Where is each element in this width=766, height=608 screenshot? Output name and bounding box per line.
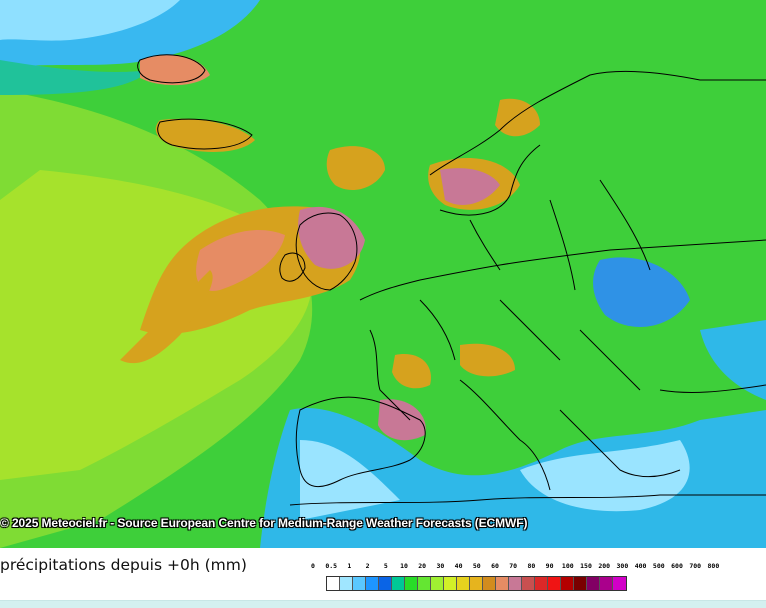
legend-swatch bbox=[418, 577, 431, 590]
field-east-med-cyan bbox=[520, 440, 690, 512]
legend-tick: 70 bbox=[509, 562, 518, 570]
field-iceland-north bbox=[140, 55, 210, 86]
legend-swatches bbox=[326, 576, 627, 591]
legend-swatch bbox=[327, 577, 340, 590]
legend-tick: 30 bbox=[436, 562, 445, 570]
legend-swatch bbox=[496, 577, 509, 590]
legend-tick: 50 bbox=[472, 562, 481, 570]
legend-tick: 700 bbox=[689, 562, 702, 570]
legend-tick: 800 bbox=[707, 562, 720, 570]
legend-swatch bbox=[483, 577, 496, 590]
legend-tick: 80 bbox=[527, 562, 536, 570]
field-iberia-cyan bbox=[300, 440, 400, 520]
field-faroe-orange bbox=[326, 146, 385, 190]
map-credit: © 2025 Meteociel.fr - Source European Ce… bbox=[0, 516, 528, 530]
map-canvas bbox=[0, 0, 766, 548]
legend-tick: 0 bbox=[311, 562, 315, 570]
field-med-blue bbox=[260, 408, 766, 548]
field-north-teal bbox=[0, 60, 150, 95]
legend-tick: 150 bbox=[580, 562, 592, 570]
precipitation-map: © 2025 Meteociel.fr - Source European Ce… bbox=[0, 0, 766, 548]
legend-swatch bbox=[613, 577, 626, 590]
legend-swatch bbox=[405, 577, 418, 590]
legend-ticks: 0 0.5 1 2 5 10 20 30 40 50 60 70 80 90 100 150 200 300 400… bbox=[303, 562, 763, 572]
legend-swatch bbox=[548, 577, 561, 590]
legend-swatch bbox=[392, 577, 405, 590]
legend-swatch bbox=[509, 577, 522, 590]
legend-swatch bbox=[431, 577, 444, 590]
legend-tick: 1 bbox=[347, 562, 352, 570]
legend-tick: 0.5 bbox=[325, 562, 338, 570]
legend-title: précipitations depuis +0h (mm) bbox=[0, 556, 247, 574]
legend-swatch bbox=[366, 577, 379, 590]
legend-tick: 10 bbox=[400, 562, 408, 570]
legend-tick: 40 bbox=[454, 562, 463, 570]
field-norway-pink bbox=[440, 168, 500, 205]
field-uk-salmon bbox=[196, 230, 285, 291]
legend-swatch bbox=[470, 577, 483, 590]
legend-swatch bbox=[379, 577, 392, 590]
coastlines bbox=[137, 54, 766, 506]
legend-swatch bbox=[353, 577, 366, 590]
field-atlantic-streak bbox=[120, 270, 213, 364]
field-iceland-orange bbox=[155, 118, 255, 152]
legend-tick: 90 bbox=[545, 562, 554, 570]
legend-tick: 20 bbox=[418, 562, 427, 570]
legend-tick: 200 bbox=[598, 562, 611, 570]
legend-tick: 500 bbox=[652, 562, 665, 570]
legend-swatch bbox=[561, 577, 574, 590]
legend: précipitations depuis +0h (mm) 0 0.5 1 2 5 10… bbox=[0, 548, 766, 600]
legend-tick: 5 bbox=[383, 562, 388, 570]
legend-tick: 2 bbox=[365, 562, 370, 570]
legend-swatch bbox=[600, 577, 613, 590]
legend-swatch bbox=[444, 577, 457, 590]
legend-tick: 400 bbox=[634, 562, 647, 570]
legend-swatch bbox=[457, 577, 470, 590]
legend-swatch bbox=[535, 577, 548, 590]
legend-swatch bbox=[340, 577, 353, 590]
legend-tick: 60 bbox=[491, 562, 499, 570]
legend-tick: 100 bbox=[561, 562, 574, 570]
field-alps-orange bbox=[460, 343, 515, 377]
field-russia-blue bbox=[700, 320, 766, 400]
field-north-cyan bbox=[0, 0, 180, 41]
field-france-orange bbox=[392, 354, 431, 389]
field-pyrenees-pink bbox=[378, 399, 426, 441]
legend-tick: 300 bbox=[616, 562, 629, 570]
bottom-strip bbox=[0, 600, 766, 608]
field-east-europe-blue bbox=[593, 257, 690, 327]
legend-swatch bbox=[522, 577, 535, 590]
legend-swatch bbox=[574, 577, 587, 590]
legend-tick: 600 bbox=[671, 562, 683, 570]
legend-swatch bbox=[587, 577, 600, 590]
